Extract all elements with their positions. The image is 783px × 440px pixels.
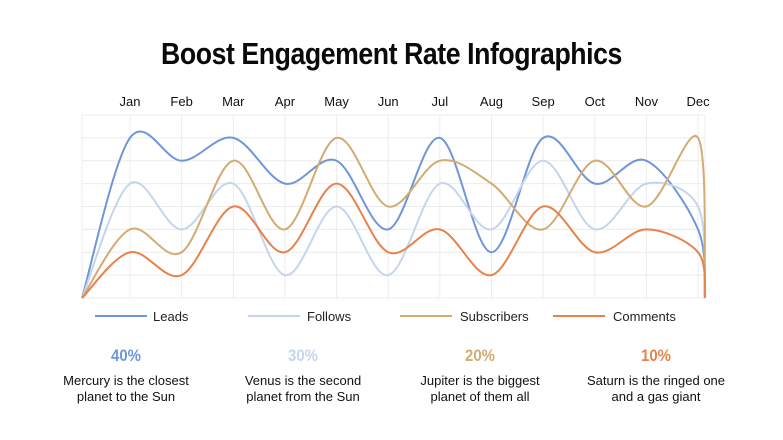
month-label: Dec — [686, 94, 710, 109]
month-label: Oct — [585, 94, 606, 109]
legend-label: Leads — [153, 309, 189, 324]
stat-percent: 20% — [465, 346, 495, 365]
stat-subscribers: 20% Jupiter is the biggest planet of them… — [395, 346, 565, 404]
stat-percent: 40% — [111, 346, 141, 365]
month-label: Jan — [120, 94, 141, 109]
stat-desc-line: planet to the Sun — [76, 388, 176, 404]
legend-label: Follows — [307, 309, 352, 324]
month-label: Apr — [275, 94, 296, 109]
stat-desc-line: Saturn is the ringed one — [586, 373, 726, 388]
month-label: Aug — [480, 94, 503, 109]
month-label: Mar — [222, 94, 245, 109]
series-line-leads — [81, 130, 706, 299]
month-label: Nov — [635, 94, 659, 109]
stat-comments: 10% Saturn is the ringed one and a gas gi… — [571, 346, 741, 404]
line-chart: Jan Feb Mar Apr May Jun Jul Aug Sep Oct Nov Dec Lead… — [81, 94, 710, 324]
month-label: May — [324, 94, 349, 109]
stat-follows: 30% Venus is the second planet from the S… — [218, 346, 388, 404]
series-line-comments — [81, 182, 706, 299]
stat-desc-line: Venus is the second — [244, 373, 362, 388]
stat-desc-line: planet from the Sun — [246, 388, 360, 404]
stat-desc-line: Mercury is the closest — [63, 373, 189, 388]
month-label: Jun — [378, 94, 399, 109]
stat-leads: 40% Mercury is the closest planet to the … — [41, 346, 211, 404]
stat-desc-line: and a gas giant — [611, 388, 701, 404]
legend-label: Comments — [613, 309, 676, 324]
month-label: Jul — [432, 94, 449, 109]
stat-percent: 10% — [641, 346, 671, 365]
month-label: Sep — [532, 94, 555, 109]
month-label: Feb — [170, 94, 192, 109]
stat-percent: 30% — [288, 346, 318, 365]
stat-desc-line: Jupiter is the biggest — [420, 373, 540, 388]
series-line-subscribers — [81, 134, 706, 299]
legend-label: Subscribers — [460, 309, 529, 324]
page-title: Boost Engagement Rate Infographics — [161, 36, 622, 71]
stat-desc-line: planet of them all — [430, 388, 530, 404]
